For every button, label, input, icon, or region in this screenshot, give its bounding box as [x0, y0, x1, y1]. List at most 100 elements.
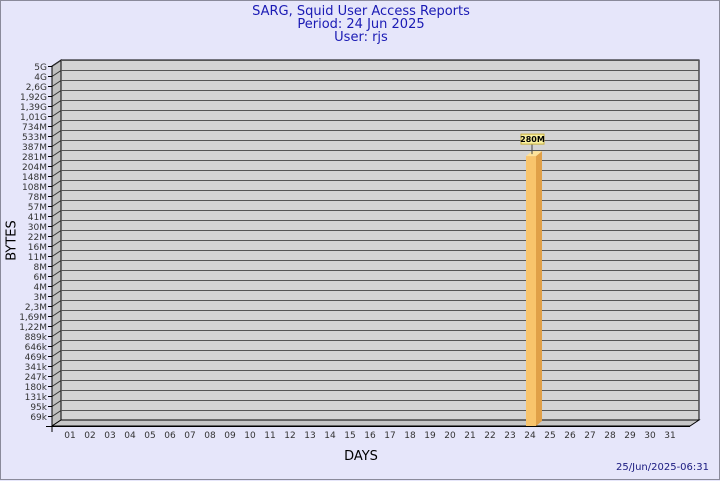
grid-line-side	[51, 110, 62, 117]
y-axis-label: BYTES	[4, 220, 20, 261]
data-label-box	[520, 133, 545, 145]
grid-line-side	[51, 170, 62, 177]
x-tick-label: 02	[84, 431, 95, 441]
grid-line-side	[51, 390, 62, 397]
bar-side	[536, 151, 542, 426]
chart-title: SARG, Squid User Access Reports	[252, 4, 470, 19]
x-tick-label: 18	[404, 431, 416, 441]
x-tick-label: 30	[644, 431, 656, 441]
y-tick-label: 3M	[34, 293, 48, 303]
x-tick-label: 12	[284, 431, 295, 441]
x-tick-label: 04	[124, 431, 136, 441]
grid-line-side	[51, 180, 62, 187]
x-tick-label: 19	[424, 431, 436, 441]
y-tick-label: 341k	[25, 363, 48, 373]
y-tick-label: 69k	[30, 413, 47, 423]
y-tick-label: 8M	[34, 263, 48, 273]
grid-line-side	[51, 280, 62, 287]
y-tick-label: 1,92G	[20, 93, 47, 103]
y-tick-label: 646k	[25, 343, 48, 353]
x-tick-label: 21	[464, 431, 475, 441]
x-tick-label: 26	[564, 431, 576, 441]
x-tick-label: 28	[604, 431, 616, 441]
grid-line-side	[51, 260, 62, 267]
x-tick-label: 13	[304, 431, 315, 441]
grid-line-side	[51, 320, 62, 327]
grid-line-side	[51, 290, 62, 297]
x-tick-label: 03	[104, 431, 115, 441]
y-tick-label: 57M	[28, 203, 47, 213]
x-tick-label: 25	[544, 431, 555, 441]
x-tick-label: 09	[224, 431, 236, 441]
grid-line-side	[51, 200, 62, 207]
grid-line-side	[51, 350, 62, 357]
x-axis-label: DAYS	[344, 449, 378, 464]
x-tick-label: 06	[164, 431, 176, 441]
y-tick-label: 5G	[34, 63, 47, 73]
grid-line-side	[51, 340, 62, 347]
x-tick-label: 23	[504, 431, 515, 441]
grid-line-side	[51, 370, 62, 377]
grid-line-side	[51, 190, 62, 197]
grid-line-side	[51, 410, 62, 417]
grid-line-side	[51, 210, 62, 217]
x-tick-label: 22	[484, 431, 495, 441]
generated-timestamp: 25/Jun/2025-06:31	[616, 462, 709, 473]
x-tick-label: 27	[584, 431, 595, 441]
grid-line-side	[51, 270, 62, 277]
y-tick-label: 2,6G	[26, 83, 47, 93]
grid-line-side	[51, 60, 62, 67]
x-tick-label: 08	[204, 431, 216, 441]
grid-line-side	[51, 70, 62, 77]
chart-period: Period: 24 Jun 2025	[297, 17, 425, 32]
x-tick-label: 16	[364, 431, 376, 441]
y-tick-label: 4G	[34, 73, 47, 83]
grid-line-side	[51, 90, 62, 97]
y-tick-label: 22M	[28, 233, 47, 243]
grid-line-side	[51, 380, 62, 387]
y-tick-label: 387M	[22, 143, 47, 153]
bar-top	[526, 151, 542, 157]
y-tick-label: 1,22M	[19, 323, 47, 333]
y-tick-label: 204M	[22, 163, 47, 173]
data-label: 280M	[520, 135, 545, 144]
chart-user: User: rjs	[334, 30, 388, 45]
x-tick-label: 17	[384, 431, 395, 441]
grid-line-side	[51, 120, 62, 127]
x-tick-label: 15	[344, 431, 355, 441]
y-tick-label: 2,3M	[25, 303, 47, 313]
y-tick-label: 1,69M	[19, 313, 47, 323]
y-tick-label: 148M	[22, 173, 47, 183]
plot-floor	[50, 419, 701, 427]
x-tick-label: 05	[144, 431, 155, 441]
grid-line-side	[51, 230, 62, 237]
y-tick-label: 11M	[28, 253, 47, 263]
y-tick-label: 734M	[22, 123, 47, 133]
x-tick-label: 20	[444, 431, 456, 441]
y-tick-label: 469k	[25, 353, 48, 363]
y-tick-label: 4M	[34, 283, 48, 293]
bar	[526, 156, 536, 426]
y-tick-label: 889k	[25, 333, 48, 343]
y-tick-label: 1,39G	[20, 103, 47, 113]
x-tick-label: 14	[324, 431, 336, 441]
grid-line-side	[51, 310, 62, 317]
x-tick-label: 01	[64, 431, 75, 441]
grid-line-side	[51, 100, 62, 107]
x-tick-label: 31	[664, 431, 675, 441]
y-tick-label: 131k	[25, 393, 48, 403]
grid-line-side	[51, 400, 62, 407]
y-tick-label: 247k	[25, 373, 48, 383]
y-tick-label: 30M	[28, 223, 47, 233]
grid-line-side	[51, 330, 62, 337]
x-tick-label: 11	[264, 431, 275, 441]
x-tick-label: 07	[184, 431, 195, 441]
y-tick-label: 533M	[22, 133, 47, 143]
grid-line-side	[51, 360, 62, 367]
grid-line-side	[51, 80, 62, 87]
y-tick-label: 281M	[22, 153, 47, 163]
y-tick-label: 41M	[28, 213, 47, 223]
grid-line-side	[51, 300, 62, 307]
